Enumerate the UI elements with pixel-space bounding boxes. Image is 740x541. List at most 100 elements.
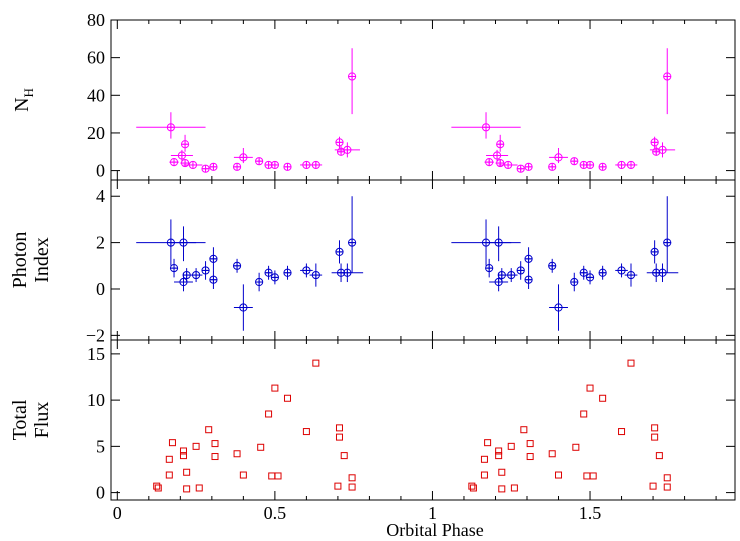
data-point <box>516 261 525 280</box>
data-point <box>663 483 671 491</box>
data-point <box>347 48 357 115</box>
square-marker <box>335 433 343 441</box>
square-marker <box>583 472 591 480</box>
data-point <box>283 162 292 171</box>
data-point <box>615 263 628 278</box>
square-marker <box>651 424 659 432</box>
data-point <box>495 452 503 460</box>
data-point <box>649 142 676 158</box>
data-point <box>334 142 360 158</box>
y-axis-label-line: Flux <box>31 402 53 439</box>
data-point <box>498 468 506 476</box>
square-marker <box>480 471 488 479</box>
data-point <box>484 158 494 167</box>
data-point <box>270 160 279 170</box>
data-point <box>340 452 348 460</box>
data-point <box>180 134 190 152</box>
data-point <box>309 160 323 170</box>
y-tick-label: 0 <box>96 279 105 299</box>
y-tick-label: 40 <box>87 85 105 105</box>
data-point <box>580 410 588 418</box>
x-tick-label: 1 <box>428 503 437 523</box>
data-point <box>168 439 176 447</box>
y-tick-label: 0 <box>96 161 105 181</box>
y-axis-label-line: Total <box>9 399 31 440</box>
square-marker <box>205 426 213 434</box>
square-marker <box>334 482 342 490</box>
data-point <box>165 471 173 479</box>
square-marker <box>526 453 534 461</box>
data-point <box>183 468 191 476</box>
data-point <box>209 162 218 171</box>
data-point <box>524 162 533 171</box>
data-point <box>510 484 518 492</box>
data-point <box>302 428 310 436</box>
data-point <box>270 270 279 285</box>
data-point <box>589 472 597 480</box>
data-point <box>335 240 344 264</box>
panel-top: 0 20 40 60 80 NH <box>11 10 736 181</box>
square-marker <box>257 443 265 451</box>
square-marker <box>510 484 518 492</box>
data-point <box>663 474 671 482</box>
data-point <box>468 482 476 490</box>
data-point <box>497 268 506 283</box>
data-point <box>526 440 534 448</box>
data-point <box>495 447 503 455</box>
data-point <box>192 442 200 450</box>
x-tick-label: 1.5 <box>579 503 602 523</box>
data-point <box>331 263 364 283</box>
data-point <box>264 265 273 280</box>
square-marker <box>555 471 563 479</box>
data-point <box>233 284 253 331</box>
y-tick-label: 0 <box>96 483 105 503</box>
data-point <box>169 158 179 167</box>
square-marker <box>586 384 594 392</box>
square-marker <box>153 482 161 490</box>
data-point <box>348 483 356 491</box>
data-point <box>335 136 344 148</box>
x-axis-label: Orbital Phase <box>386 520 483 540</box>
square-marker <box>183 485 191 493</box>
data-point <box>347 196 357 273</box>
square-marker <box>348 474 356 482</box>
square-marker <box>348 483 356 491</box>
y-axis-label: NH <box>11 88 36 112</box>
data-point <box>598 162 607 171</box>
y-tick-label: 2 <box>96 233 105 253</box>
data-point <box>486 226 512 262</box>
square-marker <box>165 471 173 479</box>
data-point <box>205 426 213 434</box>
square-marker <box>469 484 477 492</box>
data-point <box>651 424 659 432</box>
y-axis-label-line: Index <box>31 237 53 283</box>
data-point <box>624 160 638 170</box>
data-point <box>663 196 672 273</box>
data-point <box>257 443 265 451</box>
square-marker <box>548 450 556 458</box>
y-tick-label: 80 <box>87 10 105 30</box>
square-marker <box>495 447 503 455</box>
square-marker <box>520 426 528 434</box>
y-tick-label: 15 <box>87 344 105 364</box>
square-marker <box>649 482 657 490</box>
data-point <box>309 263 323 287</box>
square-marker <box>599 394 607 402</box>
data-point <box>516 164 525 173</box>
data-point <box>232 258 242 273</box>
data-point <box>283 394 291 402</box>
data-point <box>170 226 197 262</box>
data-point <box>495 158 505 168</box>
y-axis-label-main: N <box>11 97 33 111</box>
data-point <box>524 270 533 289</box>
data-point <box>335 424 343 432</box>
data-point <box>265 410 273 418</box>
data-point <box>598 265 607 280</box>
data-point <box>570 272 579 292</box>
square-marker <box>627 359 635 367</box>
data-point <box>548 162 557 171</box>
square-marker <box>526 440 534 448</box>
data-point <box>334 482 342 490</box>
data-point <box>618 428 626 436</box>
data-point <box>165 455 173 463</box>
